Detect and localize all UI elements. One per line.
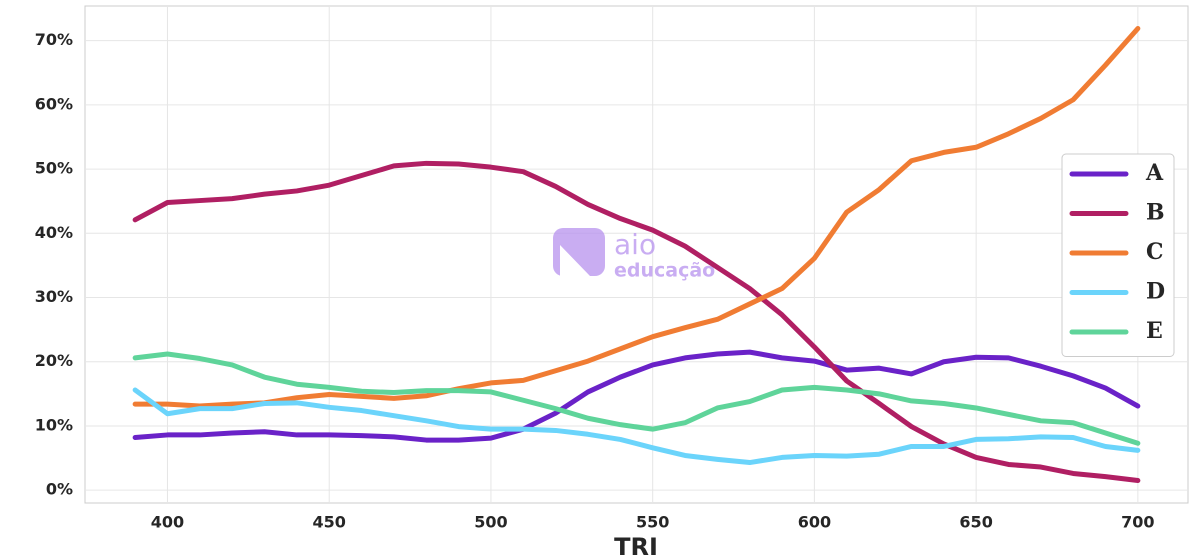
grid: [85, 6, 1188, 503]
x-tick-label: 450: [313, 513, 346, 532]
y-tick-label: 60%: [35, 94, 73, 113]
x-tick-label: 400: [151, 513, 184, 532]
legend-label: E: [1146, 318, 1163, 344]
watermark-text: educação: [614, 260, 715, 282]
legend-label: A: [1145, 160, 1164, 186]
series-line: [132, 349, 1141, 443]
y-tick-label: 10%: [35, 415, 73, 434]
x-tick-label: 650: [959, 513, 992, 532]
series-line: [132, 387, 1141, 466]
legend-label: C: [1146, 239, 1164, 265]
x-tick-label: 700: [1121, 513, 1154, 532]
legend-label: B: [1146, 200, 1165, 226]
plot-area: [84, 5, 1189, 504]
series-line: [132, 351, 1141, 446]
x-axis-label: TRI: [614, 533, 658, 560]
series-line: [132, 25, 1141, 409]
y-tick-label: 30%: [35, 287, 73, 306]
y-tick-label: 0%: [46, 480, 73, 499]
watermark-text: aio: [614, 228, 656, 261]
y-tick-label: 40%: [35, 223, 73, 242]
series-line: [132, 160, 1141, 484]
y-tick-label: 70%: [35, 30, 73, 49]
x-tick-label: 500: [474, 513, 507, 532]
y-tick-label: 50%: [35, 159, 73, 178]
x-tick-label: 600: [798, 513, 831, 532]
x-tick-label: 550: [636, 513, 669, 532]
y-tick-label: 20%: [35, 351, 73, 370]
watermark: aio educação: [553, 228, 715, 282]
watermark-logo-cut: [560, 245, 590, 276]
legend-label: D: [1146, 279, 1165, 305]
